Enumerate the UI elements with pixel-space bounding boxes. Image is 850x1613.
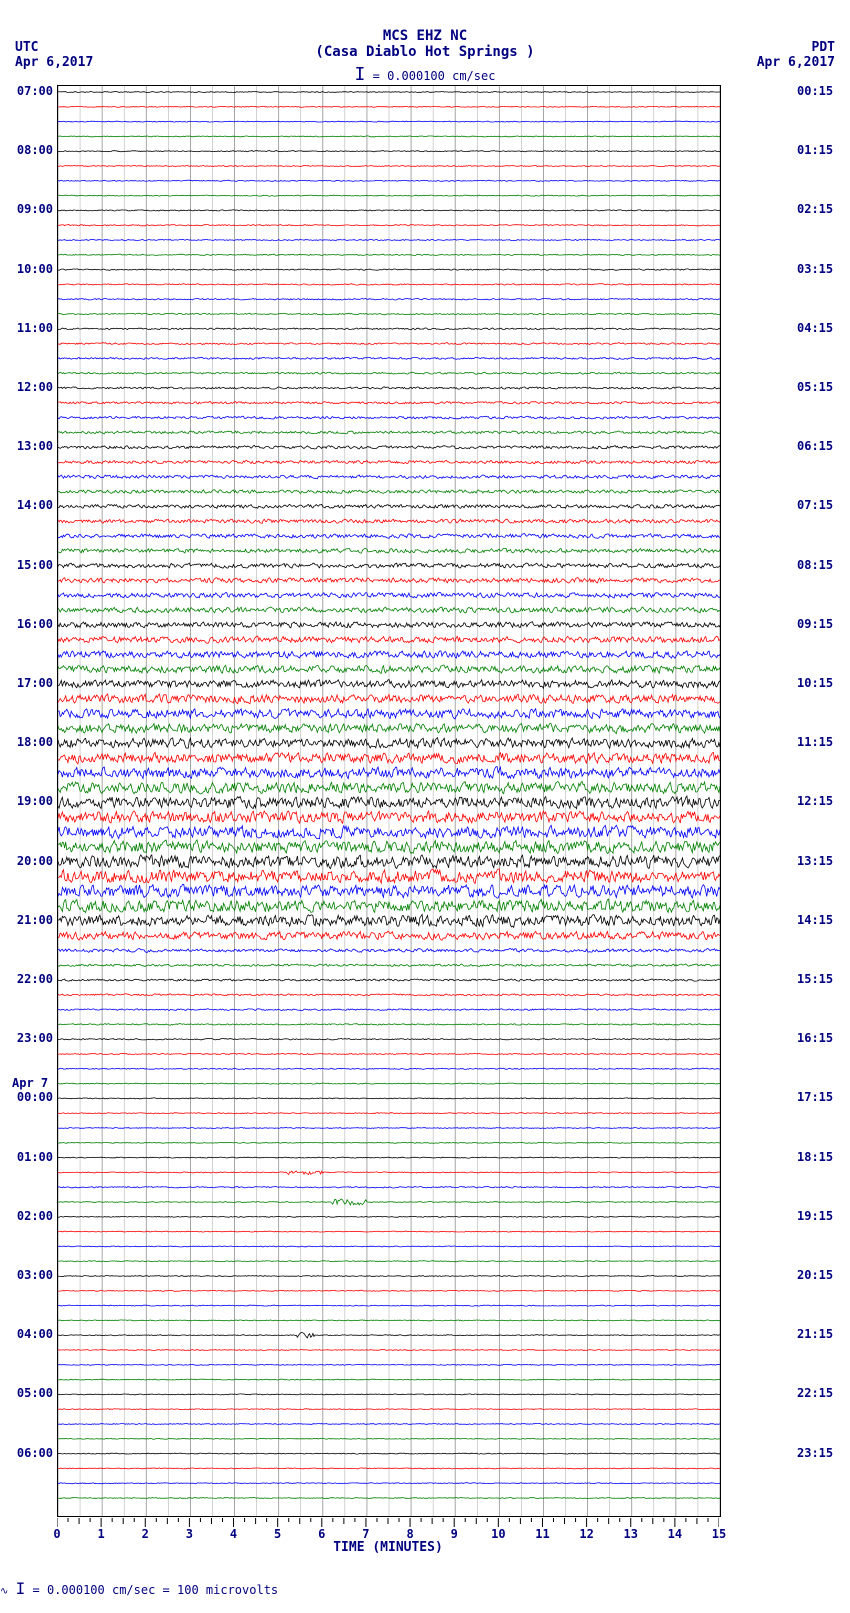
right-hour-label: 20:15 [797,1268,833,1282]
scale-text: = 0.000100 cm/sec [373,69,496,83]
x-tick-label: 15 [712,1527,726,1541]
x-tick-label: 10 [491,1527,505,1541]
right-hour-label: 04:15 [797,321,833,335]
right-hour-label: 16:15 [797,1031,833,1045]
left-hour-label: 16:00 [17,617,53,631]
x-tick-label: 5 [274,1527,281,1541]
right-hour-label: 08:15 [797,558,833,572]
x-tick-label: 0 [53,1527,60,1541]
right-hour-label: 06:15 [797,439,833,453]
x-tick-label: 6 [318,1527,325,1541]
right-hour-label: 11:15 [797,735,833,749]
right-hour-label: 10:15 [797,676,833,690]
x-tick-label: 4 [230,1527,237,1541]
right-hour-label: 22:15 [797,1386,833,1400]
x-tick-label: 8 [406,1527,413,1541]
right-hour-label: 09:15 [797,617,833,631]
right-hour-label: 15:15 [797,972,833,986]
left-hour-label: 09:00 [17,202,53,216]
left-hour-label: 06:00 [17,1446,53,1460]
left-hour-label: 21:00 [17,913,53,927]
left-hour-label: 14:00 [17,498,53,512]
left-hour-label: 23:00 [17,1031,53,1045]
right-time-labels: 00:15 01:15 02:15 03:15 04:15 05:15 06:15 07:15… [795,85,840,1515]
seismogram-container: UTC Apr 6,2017 PDT Apr 6,2017 MCS EHZ NC… [0,0,850,1613]
right-hour-label: 14:15 [797,913,833,927]
scale-indicator: I = 0.000100 cm/sec [0,64,850,85]
left-hour-label: 15:00 [17,558,53,572]
x-tick-label: 3 [186,1527,193,1541]
left-hour-label: 13:00 [17,439,53,453]
right-hour-label: 03:15 [797,262,833,276]
footer-note: ∿ I = 0.000100 cm/sec = 100 microvolts [0,1579,278,1598]
tz-left-date: Apr 6,2017 [15,55,93,70]
x-axis-ticks-svg [57,1518,719,1536]
x-axis-title: TIME (MINUTES) [333,1540,443,1555]
tz-right-block: PDT Apr 6,2017 [757,40,835,70]
right-hour-label: 12:15 [797,794,833,808]
left-hour-label: 17:00 [17,676,53,690]
left-hour-label: 07:00 [17,84,53,98]
right-hour-label: 23:15 [797,1446,833,1460]
left-hour-label: 01:00 [17,1150,53,1164]
x-axis: 0123456789101112131415 TIME (MINUTES) [57,1520,719,1560]
left-hour-label: 05:00 [17,1386,53,1400]
right-hour-label: 13:15 [797,854,833,868]
tz-left-label: UTC [15,40,93,55]
left-hour-label: 10:00 [17,262,53,276]
x-tick-label: 11 [535,1527,549,1541]
x-tick-label: 2 [142,1527,149,1541]
title-sub: (Casa Diablo Hot Springs ) [0,44,850,60]
seismogram-plot [57,85,721,1517]
tz-left-block: UTC Apr 6,2017 [15,40,93,70]
left-hour-label: 12:00 [17,380,53,394]
right-hour-label: 05:15 [797,380,833,394]
right-hour-label: 02:15 [797,202,833,216]
x-tick-label: 12 [579,1527,593,1541]
left-hour-label: 20:00 [17,854,53,868]
seismogram-svg [58,86,720,1516]
right-hour-label: 01:15 [797,143,833,157]
x-tick-label: 7 [362,1527,369,1541]
left-hour-label: 18:00 [17,735,53,749]
left-hour-label: 22:00 [17,972,53,986]
left-hour-label: 08:00 [17,143,53,157]
footer-text: = 0.000100 cm/sec = 100 microvolts [33,1583,279,1597]
left-hour-label: 11:00 [17,321,53,335]
tz-right-date: Apr 6,2017 [757,55,835,70]
left-hour-label: 03:00 [17,1268,53,1282]
chart-header: MCS EHZ NC (Casa Diablo Hot Springs ) I … [0,0,850,85]
left-date-break: Apr 7 [12,1076,48,1090]
right-hour-label: 00:15 [797,84,833,98]
left-hour-label: 00:00 [17,1090,53,1104]
right-hour-label: 18:15 [797,1150,833,1164]
right-hour-label: 07:15 [797,498,833,512]
tz-right-label: PDT [757,40,835,55]
left-hour-label: 04:00 [17,1327,53,1341]
right-hour-label: 21:15 [797,1327,833,1341]
x-tick-label: 9 [451,1527,458,1541]
right-hour-label: 17:15 [797,1090,833,1104]
title-main: MCS EHZ NC [0,28,850,44]
left-hour-label: 02:00 [17,1209,53,1223]
left-hour-label: 19:00 [17,794,53,808]
right-hour-label: 19:15 [797,1209,833,1223]
x-tick-label: 14 [668,1527,682,1541]
x-tick-label: 13 [623,1527,637,1541]
left-time-labels: 07:00 08:00 09:00 10:00 11:00 12:00 13:00 14:00… [10,85,55,1515]
x-tick-label: 1 [98,1527,105,1541]
